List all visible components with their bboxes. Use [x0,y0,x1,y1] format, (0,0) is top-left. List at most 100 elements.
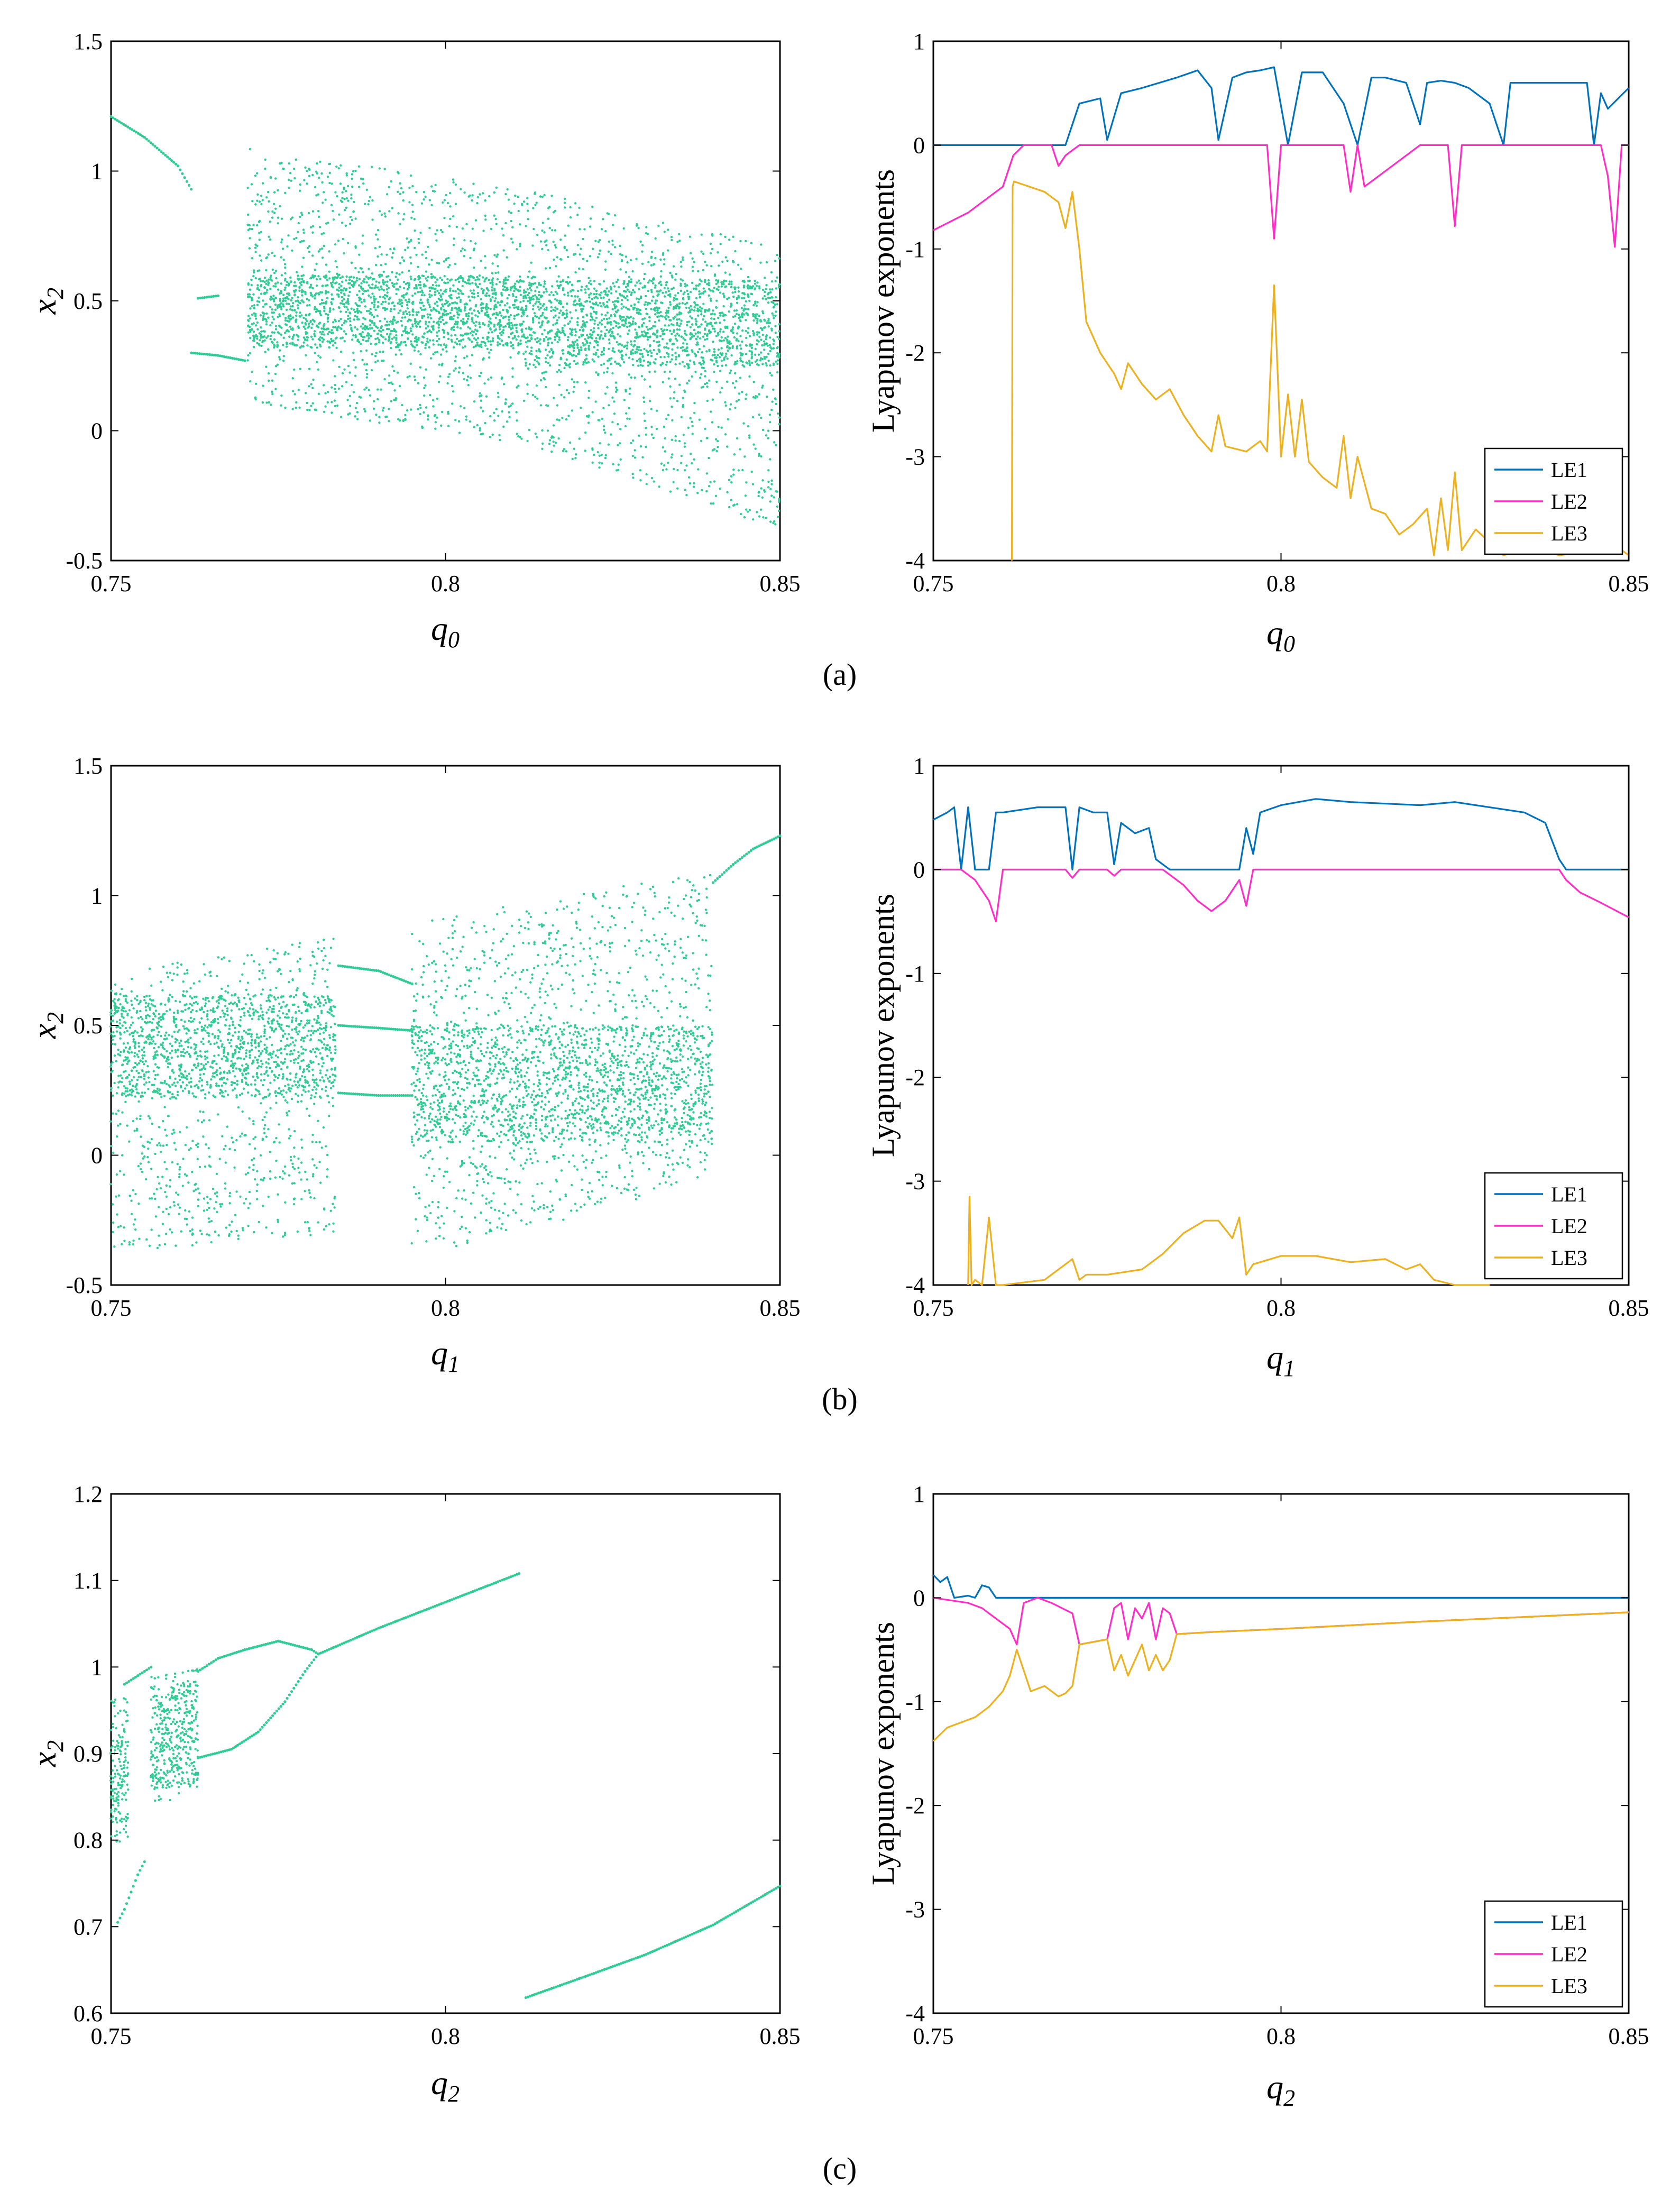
chaotic-point [525,336,527,340]
chaotic-point [439,375,442,378]
chaotic-point [436,351,439,354]
chaotic-point [434,351,437,354]
chaotic-point [650,288,653,291]
chaotic-point [565,358,568,361]
chaotic-point [702,361,705,363]
chaotic-point [708,348,711,351]
chaotic-point [334,243,337,246]
chaotic-point [452,317,455,320]
chaotic-point [663,425,666,428]
chaotic-point [293,177,296,180]
chaotic-point [519,223,521,226]
chaotic-point [252,322,255,325]
chaotic-point [365,281,368,284]
chaotic-point [511,327,514,329]
chaotic-point [356,293,359,297]
chaotic-point [352,170,355,173]
chaotic-point [446,300,449,303]
chaotic-point [504,282,507,285]
chaotic-point [519,339,522,342]
chaotic-point [381,281,384,284]
chaotic-point [440,316,444,318]
chaotic-point [528,428,530,432]
chaotic-point [622,361,626,364]
chaotic-point [599,321,601,324]
chaotic-point [645,433,648,436]
chaotic-point [328,346,331,349]
chaotic-point [448,302,451,306]
chaotic-point [251,257,253,260]
chaotic-point [385,193,389,196]
branch-point [396,1094,399,1097]
chaotic-point [625,390,627,393]
chaotic-point [661,362,664,364]
chaotic-point [686,382,688,384]
chaotic-point [285,283,288,287]
chaotic-point [633,291,636,293]
chaotic-point [319,312,322,315]
y-tick-label: 0 [91,418,103,444]
chaotic-point [348,279,351,281]
chaotic-point [306,319,308,323]
chaotic-point [680,313,683,315]
chaotic-point [332,308,335,311]
chaotic-point [729,403,732,406]
chaotic-point [661,338,664,341]
chaotic-point [704,370,707,372]
chaotic-point [436,304,439,307]
chaotic-point [311,323,314,326]
branch-point [772,837,775,840]
chaotic-point [748,434,751,437]
chaotic-point [498,434,501,437]
chaotic-point [489,307,492,310]
chaotic-point [478,374,481,378]
chaotic-point [256,193,259,196]
chaotic-point [676,324,678,326]
x-tick-label: 0.8 [1266,571,1296,597]
chaotic-point [254,382,258,386]
chaotic-point [509,314,512,317]
chaotic-point [424,346,427,350]
chaotic-point [621,316,623,319]
chaotic-point [667,306,670,309]
chaotic-point [532,363,535,366]
chaotic-point [748,509,751,511]
chaotic-point [434,281,437,284]
branch-point [768,839,772,842]
chaotic-point [604,289,607,292]
chaotic-point [339,337,342,340]
chaotic-point [391,337,393,340]
chaotic-point [571,409,574,412]
chaotic-point [741,353,744,356]
chaotic-point [337,167,341,170]
chaotic-point [600,228,603,231]
chaotic-point [370,166,373,168]
chaotic-point [544,348,547,351]
chaotic-point [737,399,740,401]
chaotic-point [595,371,598,374]
chaotic-point [493,214,495,217]
chaotic-point [650,476,654,480]
chaotic-point [386,280,389,283]
chaotic-point [357,318,360,321]
chaotic-point [417,265,419,268]
chaotic-point [494,328,498,331]
chaotic-point [534,366,537,369]
chaotic-point [659,335,662,337]
chaotic-point [702,356,704,359]
branch-point [734,861,737,864]
chaotic-point [563,293,566,296]
chaotic-point [377,255,379,258]
chaotic-point [643,347,646,351]
chaotic-point [687,292,690,296]
chaotic-point [521,323,524,325]
chaotic-point [750,470,753,473]
chaotic-point [589,217,592,220]
chaotic-point [564,334,566,336]
chaotic-point [256,199,259,202]
chaotic-point [649,349,651,352]
branch-point [231,356,234,360]
chaotic-point [590,306,592,309]
branch-point [402,1094,406,1097]
chaotic-point [372,400,375,402]
